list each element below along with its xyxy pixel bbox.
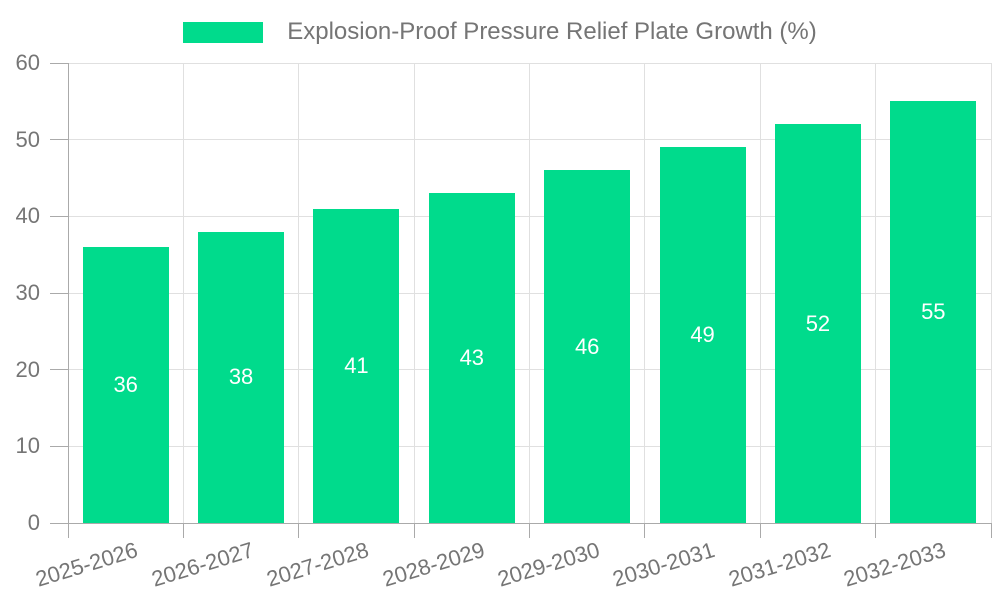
legend-swatch bbox=[183, 21, 264, 43]
bar-value-label: 55 bbox=[921, 299, 946, 325]
bar-value-label: 52 bbox=[805, 310, 831, 336]
y-axis-tick bbox=[50, 62, 68, 64]
gridline-vertical bbox=[298, 63, 300, 523]
x-axis-tick bbox=[413, 523, 415, 538]
y-axis-tick bbox=[50, 292, 68, 294]
bar-value-label: 49 bbox=[690, 322, 715, 348]
bar-value-label: 46 bbox=[574, 333, 600, 359]
gridline-vertical bbox=[759, 63, 761, 523]
bar-value-label: 38 bbox=[228, 364, 254, 390]
y-axis-tick bbox=[50, 215, 68, 217]
x-tick-label: 2026-2027 bbox=[148, 537, 257, 592]
y-axis-line bbox=[68, 63, 69, 523]
y-tick-label: 50 bbox=[15, 126, 40, 152]
x-axis-tick bbox=[529, 523, 530, 538]
y-axis-tick bbox=[50, 369, 68, 371]
x-tick-label: 2028-2029 bbox=[379, 537, 488, 592]
legend-item[interactable]: Explosion-Proof Pressure Relief Plate Gr… bbox=[0, 20, 1000, 44]
x-axis-tick bbox=[67, 523, 69, 538]
gridline-vertical bbox=[182, 63, 184, 523]
y-tick-label: 10 bbox=[15, 433, 40, 459]
x-tick-label: 2031-2032 bbox=[725, 537, 834, 592]
x-tick-label: 2032-2033 bbox=[840, 537, 949, 592]
bar-2025-2026[interactable]: 36 bbox=[82, 247, 169, 523]
x-axis-tick bbox=[644, 523, 646, 538]
x-axis-tick bbox=[875, 523, 877, 538]
y-tick-label: 30 bbox=[15, 280, 40, 305]
bar-value-label: 36 bbox=[113, 372, 138, 397]
bar-2028-2029[interactable]: 43 bbox=[428, 193, 515, 523]
bar-2030-2031[interactable]: 49 bbox=[659, 147, 746, 523]
x-tick-label: 2025-2026 bbox=[33, 537, 141, 592]
y-axis-tick bbox=[50, 139, 68, 141]
x-axis-tick bbox=[990, 523, 992, 538]
x-tick-label: 2029-2030 bbox=[494, 537, 603, 592]
chart-title: Explosion-Proof Pressure Relief Plate Gr… bbox=[287, 18, 817, 45]
x-tick-label: 2030-2031 bbox=[609, 537, 718, 592]
x-axis-tick bbox=[182, 523, 184, 538]
bar-value-label: 41 bbox=[344, 352, 369, 378]
x-tick-label: 2027-2028 bbox=[263, 537, 372, 592]
y-tick-label: 60 bbox=[15, 50, 40, 75]
x-axis-tick bbox=[759, 523, 761, 538]
y-tick-label: 0 bbox=[27, 510, 40, 535]
y-axis-tick bbox=[50, 522, 68, 524]
gridline-vertical bbox=[875, 63, 877, 523]
bar-2029-2030[interactable]: 46 bbox=[544, 170, 631, 523]
x-axis-tick bbox=[298, 523, 300, 538]
y-tick-label: 40 bbox=[15, 203, 40, 229]
gridline-vertical bbox=[990, 63, 992, 523]
bar-2027-2028[interactable]: 41 bbox=[313, 208, 400, 523]
bar-value-label: 43 bbox=[459, 345, 485, 371]
y-tick-label: 20 bbox=[15, 356, 40, 382]
plot-area: 0 10 20 30 40 50 60 36 2025-2026 38 2026-2027 41 202… bbox=[16, 50, 992, 592]
bar-2026-2027[interactable]: 38 bbox=[198, 231, 285, 523]
gridline-vertical bbox=[529, 63, 530, 523]
y-axis-tick bbox=[50, 445, 68, 447]
bar-2031-2032[interactable]: 52 bbox=[774, 124, 861, 523]
gridline-vertical bbox=[644, 63, 646, 523]
gridline-vertical bbox=[413, 63, 415, 523]
bar-2032-2033[interactable]: 55 bbox=[890, 101, 977, 523]
